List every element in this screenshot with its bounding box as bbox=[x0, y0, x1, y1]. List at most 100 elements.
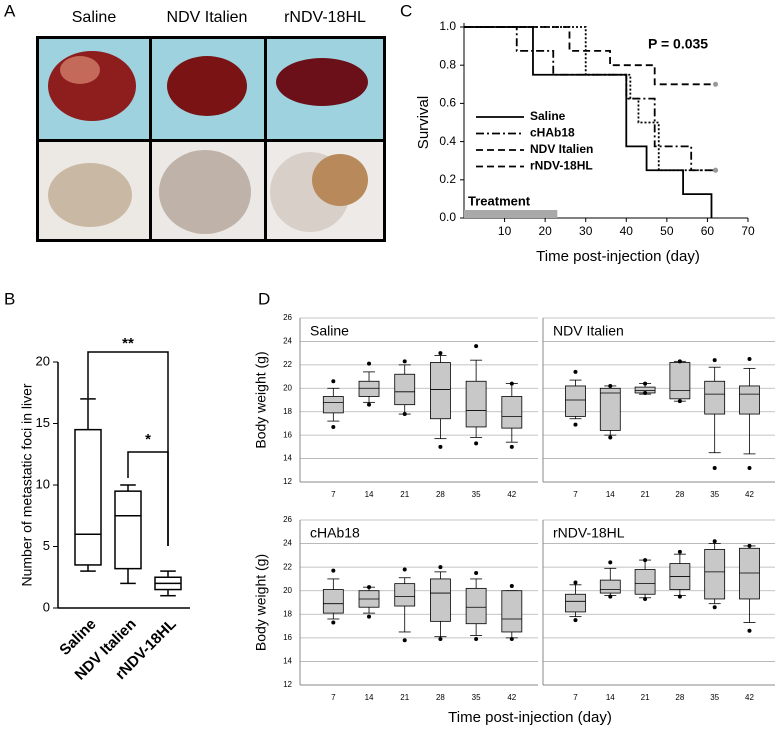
y-tick-label: 14 bbox=[283, 454, 292, 463]
x-tick-label: 7 bbox=[331, 693, 336, 702]
x-tick-label: 40 bbox=[620, 224, 634, 238]
box bbox=[669, 362, 691, 400]
box bbox=[394, 583, 416, 607]
outlier bbox=[712, 539, 717, 544]
y-tick-label: 20 bbox=[283, 383, 292, 392]
box bbox=[394, 373, 416, 406]
outlier bbox=[474, 344, 479, 349]
outlier bbox=[367, 614, 372, 619]
subplot-title: rNDV-18HL bbox=[553, 525, 625, 541]
outlier bbox=[677, 594, 682, 599]
p-value: P = 0.035 bbox=[648, 36, 708, 52]
outlier bbox=[331, 568, 336, 573]
y-tick-label: 15 bbox=[36, 415, 50, 430]
x-tick-label: 7 bbox=[331, 490, 336, 499]
x-tick-label: 35 bbox=[472, 693, 481, 702]
y-tick-label: 5 bbox=[43, 538, 50, 553]
significance-bracket bbox=[87, 351, 169, 546]
outlier bbox=[402, 359, 407, 364]
legend-label: Saline bbox=[530, 109, 566, 123]
x-tick-label: 14 bbox=[365, 693, 374, 702]
y-tick-label: 18 bbox=[283, 407, 292, 416]
outlier bbox=[331, 379, 336, 384]
significance-label: * bbox=[145, 431, 151, 448]
y-axis-label: Body weight (g) bbox=[253, 351, 269, 448]
y-tick-label: 16 bbox=[283, 633, 292, 642]
outlier bbox=[712, 358, 717, 363]
x-tick-label: 35 bbox=[710, 490, 719, 499]
outlier bbox=[677, 399, 682, 404]
outlier bbox=[677, 549, 682, 554]
significance-label: ** bbox=[122, 335, 134, 352]
x-tick-label: 28 bbox=[675, 693, 684, 702]
box bbox=[358, 380, 380, 397]
box bbox=[739, 547, 760, 600]
x-tick-label: 14 bbox=[606, 490, 615, 499]
box bbox=[322, 589, 344, 614]
outlier bbox=[712, 605, 717, 610]
y-axis-label: Body weight (g) bbox=[253, 554, 269, 651]
liver bbox=[60, 56, 100, 84]
significance-bracket bbox=[127, 451, 169, 546]
y-tick-label: 22 bbox=[283, 562, 292, 571]
x-tick-label: 42 bbox=[507, 693, 516, 702]
x-tick-label: 35 bbox=[472, 490, 481, 499]
y-tick-label: 12 bbox=[283, 477, 292, 486]
y-axis-label: Number of metastatic foci in liver bbox=[19, 383, 35, 586]
survival-curve bbox=[464, 26, 713, 218]
outlier bbox=[474, 637, 479, 642]
treatment-label: Treatment bbox=[468, 193, 531, 208]
outlier bbox=[573, 618, 578, 623]
box bbox=[565, 385, 586, 417]
box bbox=[74, 428, 102, 566]
y-tick-label: 1.0 bbox=[439, 19, 456, 33]
x-tick-label: 21 bbox=[400, 490, 409, 499]
x-tick-label: 30 bbox=[579, 224, 593, 238]
column-label: Saline bbox=[72, 9, 117, 26]
y-tick-label: 10 bbox=[36, 476, 50, 491]
box bbox=[114, 490, 142, 570]
outlier bbox=[331, 620, 336, 625]
y-tick-label: 14 bbox=[283, 657, 292, 666]
outlier bbox=[509, 381, 514, 386]
tumor bbox=[312, 154, 368, 206]
panel-letter: C bbox=[400, 1, 412, 20]
panel-letter: B bbox=[4, 289, 15, 308]
x-tick-label: 60 bbox=[701, 224, 715, 238]
x-axis-label: Time post-injection (day) bbox=[448, 709, 612, 726]
box bbox=[739, 385, 760, 415]
y-tick-label: 12 bbox=[283, 680, 292, 689]
x-tick-label: 35 bbox=[710, 693, 719, 702]
x-tick-label: 10 bbox=[498, 224, 512, 238]
photo-grid bbox=[36, 36, 386, 242]
outlier bbox=[367, 402, 372, 407]
censor-marker bbox=[713, 167, 719, 173]
x-tick-label: 7 bbox=[573, 490, 578, 499]
legend-label: cHAb18 bbox=[530, 126, 575, 140]
outlier bbox=[573, 369, 578, 374]
x-tick-label: 28 bbox=[436, 693, 445, 702]
panel-letter: D bbox=[258, 289, 270, 308]
outlier bbox=[573, 422, 578, 427]
subplot-title: cHAb18 bbox=[310, 525, 360, 541]
outlier bbox=[643, 390, 648, 395]
column-label: rNDV-18HL bbox=[284, 9, 366, 26]
box bbox=[704, 380, 726, 415]
x-tick-label: 42 bbox=[507, 490, 516, 499]
liver bbox=[167, 56, 247, 116]
x-tick-label: 28 bbox=[436, 490, 445, 499]
box bbox=[599, 387, 621, 431]
outlier bbox=[677, 359, 682, 364]
outlier bbox=[747, 543, 752, 548]
x-tick-label: 21 bbox=[400, 693, 409, 702]
outlier bbox=[608, 594, 613, 599]
outlier bbox=[747, 628, 752, 633]
outlier bbox=[643, 596, 648, 601]
liver bbox=[276, 58, 368, 106]
outlier bbox=[367, 361, 372, 366]
outlier bbox=[747, 465, 752, 470]
box bbox=[465, 380, 487, 428]
outlier bbox=[402, 638, 407, 643]
outlier bbox=[509, 584, 514, 588]
